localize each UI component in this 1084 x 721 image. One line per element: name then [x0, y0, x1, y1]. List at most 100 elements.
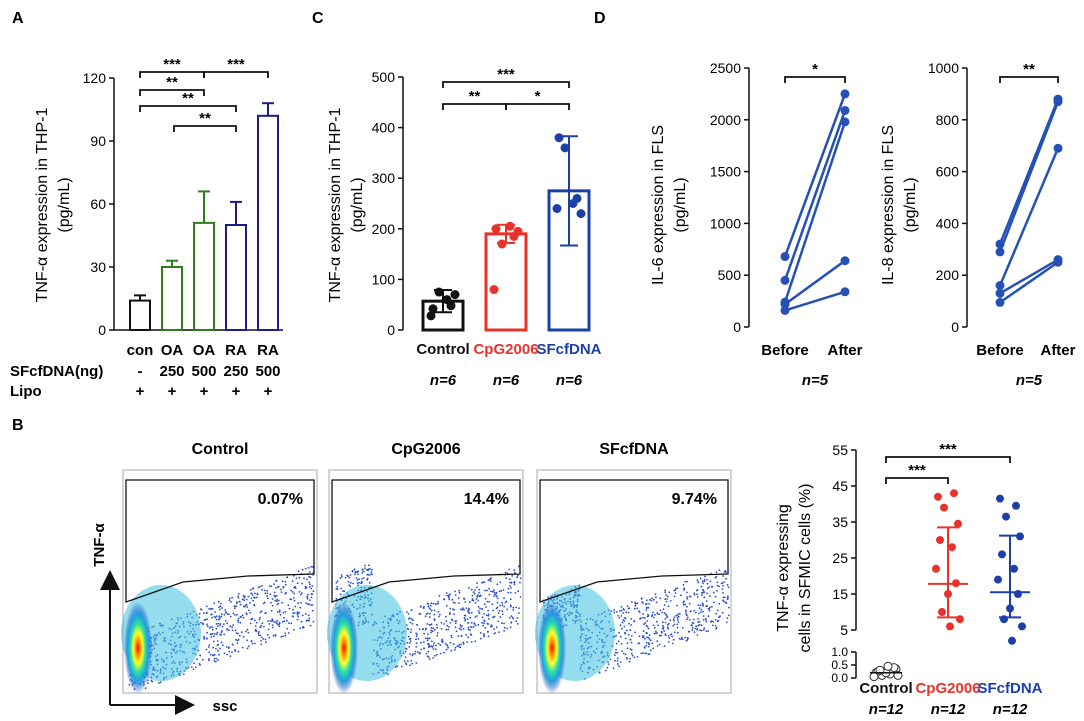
flow-event-dot [438, 595, 441, 597]
flow-event-dot [361, 577, 363, 580]
flow-event-dot [604, 669, 607, 672]
flow-event-dot [245, 630, 247, 633]
flow-event-dot [251, 594, 254, 596]
flow-event-dot [630, 648, 633, 651]
flow-event-dot [468, 607, 470, 610]
panel-label-c: C [312, 10, 324, 27]
c-category-label: Control [416, 341, 469, 358]
flow-event-dot [219, 608, 222, 611]
flow-event-dot [292, 597, 295, 599]
flow-event-dot [251, 587, 254, 590]
flow-event-dot [483, 603, 486, 606]
flow-event-dot [677, 619, 679, 621]
flow-event-dot [209, 626, 212, 628]
panel-b-flow-plots: Control 0.07% CpG2006 14.4% SFcfDNA 9.74% [121, 441, 732, 694]
flow-event-dot [712, 624, 714, 627]
flow-event-dot [426, 655, 429, 658]
flow-event-dot [445, 592, 448, 594]
flow-event-dot [344, 576, 347, 579]
flow-event-dot [463, 608, 465, 611]
flow-event-dot [271, 624, 274, 626]
c-n-label: n=6 [430, 372, 457, 389]
flow-event-dot [460, 643, 462, 646]
flow-event-dot [292, 574, 295, 577]
flow-event-dot [468, 612, 471, 614]
c-data-point [450, 290, 460, 300]
flow-event-dot [667, 641, 670, 643]
flow-event-dot [518, 612, 520, 614]
flow-event-dot [225, 611, 227, 613]
flow-event-dot [486, 589, 488, 592]
d2-data-point [995, 297, 1005, 307]
flow-event-dot [697, 624, 700, 627]
flow-event-dot [640, 652, 643, 655]
flow-event-dot [660, 630, 663, 633]
c-y-tick-label: 300 [372, 170, 396, 186]
d2-y-tick-label: 1000 [928, 60, 959, 76]
flow-event-dot [491, 603, 494, 606]
bs-data-point [948, 543, 956, 552]
flow-event-dot [630, 624, 632, 626]
flow-event-dot [685, 610, 687, 613]
flow-event-dot [487, 579, 490, 582]
flow-event-dot [707, 615, 710, 618]
flow-event-dot [614, 651, 617, 654]
flow-event-dot [513, 583, 516, 586]
flow-event-dot [301, 568, 304, 571]
flow-event-dot [444, 642, 447, 645]
flow-event-dot [700, 629, 703, 632]
flow-event-dot [510, 587, 512, 589]
flow-event-dot [434, 648, 437, 651]
flow-event-dot [688, 618, 691, 621]
flow-event-dot [468, 587, 470, 589]
flow-event-dot [401, 665, 403, 668]
flow-event-dot [616, 659, 619, 662]
flow-event-dot [717, 619, 720, 622]
flow-event-dot [509, 604, 512, 607]
flow-event-dot [228, 613, 230, 616]
flow-event-dot [446, 645, 449, 647]
flow-event-dot [686, 605, 688, 608]
flow-event-dot [696, 596, 699, 598]
flow-event-dot [642, 613, 644, 615]
flow-event-dot [243, 596, 246, 599]
flow-event-dot [689, 610, 692, 613]
flow-event-dot [662, 608, 665, 610]
flow-event-dot [667, 605, 670, 607]
flow-event-dot [241, 598, 244, 601]
d1-data-point [780, 275, 790, 285]
flow-event-dot [342, 590, 344, 592]
flow-event-dot [362, 577, 365, 579]
flow-event-dot [653, 632, 656, 635]
flow-event-dot [415, 642, 418, 645]
bs-y-tick-label: 45 [832, 478, 848, 494]
flow-event-dot [435, 644, 437, 647]
bs-category-label: SFcfDNA [977, 680, 1042, 697]
flow-event-dot [682, 601, 685, 604]
flow-event-dot [691, 629, 694, 631]
a-row-value: 250 [223, 363, 248, 380]
flow-event-dot [509, 626, 512, 629]
flow-event-dot [723, 601, 726, 603]
flow-event-dot [433, 642, 435, 645]
flow-event-dot [253, 619, 256, 622]
bs-data-point [1012, 501, 1020, 510]
flow-event-dot [265, 641, 267, 643]
flow-event-dot [666, 595, 669, 598]
a-category-label: RA [225, 342, 247, 359]
flow-event-dot [678, 637, 681, 640]
flow-event-dot [218, 615, 221, 617]
flow-event-dot [654, 593, 657, 595]
flow-event-dot [509, 591, 512, 594]
flow-event-dot [462, 628, 465, 630]
flow-event-dot [464, 601, 467, 603]
flow-event-dot [510, 581, 513, 584]
flow-event-dot [220, 602, 222, 605]
flow-event-dot [370, 571, 373, 574]
bs-significance-bracket [885, 456, 1011, 463]
flow-event-dot [432, 648, 435, 650]
flow-event-dot [503, 597, 505, 600]
c-data-point [552, 204, 562, 214]
flow-event-dot [242, 594, 245, 597]
flow-event-dot [207, 646, 210, 648]
